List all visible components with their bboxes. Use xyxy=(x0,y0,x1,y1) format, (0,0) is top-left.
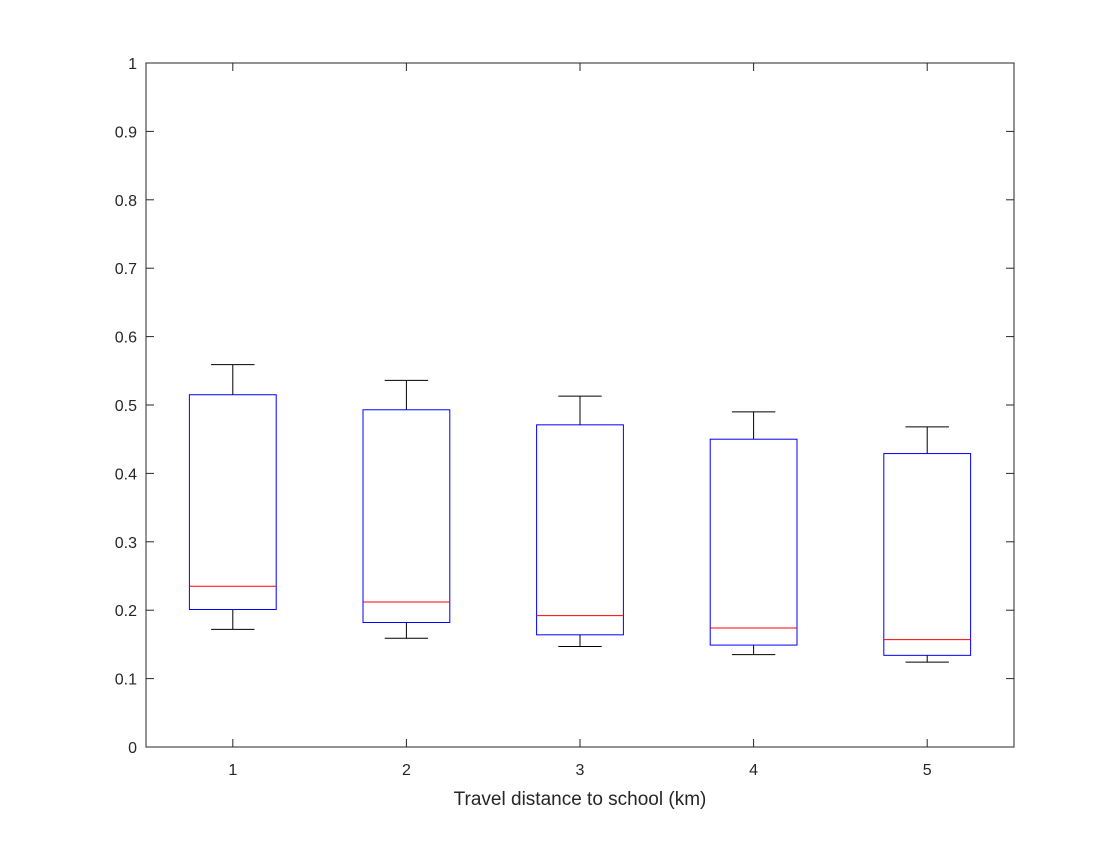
y-tick-label: 0.7 xyxy=(115,261,137,278)
y-tick-label: 1 xyxy=(128,56,137,73)
y-tick-label: 0.4 xyxy=(115,466,137,483)
x-tick-label: 3 xyxy=(576,762,585,779)
y-tick-label: 0.1 xyxy=(115,672,137,689)
box-1 xyxy=(188,364,277,630)
y-tick-label: 0.2 xyxy=(115,603,137,620)
x-tick-label: 1 xyxy=(228,762,237,779)
y-tick-label: 0.9 xyxy=(115,124,137,141)
iqr-box xyxy=(362,409,451,624)
y-tick-label: 0 xyxy=(128,740,137,757)
y-tick-label: 0.5 xyxy=(115,398,137,415)
boxes-group xyxy=(188,364,972,663)
iqr-box xyxy=(536,424,624,636)
y-tick-label: 0.6 xyxy=(115,330,137,347)
y-tick-label: 0.8 xyxy=(115,193,137,210)
x-tick-label: 2 xyxy=(402,762,411,779)
y-tick-label: 0.3 xyxy=(115,535,137,552)
x-tick-label: 5 xyxy=(923,762,932,779)
box-2 xyxy=(362,379,451,639)
iqr-box xyxy=(709,438,798,646)
box-4 xyxy=(709,411,798,656)
iqr-box xyxy=(883,453,972,656)
iqr-box xyxy=(188,394,277,611)
axis-ticks xyxy=(146,62,1014,748)
box-3 xyxy=(536,395,624,647)
tick-labels-group: 0 0.1 0.2 0.3 0.4 0.5 0.6 0.7 0.8 0.9 1 1 2 3 4 5 xyxy=(115,56,932,779)
box-5 xyxy=(883,426,972,663)
x-tick-label: 4 xyxy=(749,762,758,779)
x-axis-label: Travel distance to school (km) xyxy=(454,789,707,810)
